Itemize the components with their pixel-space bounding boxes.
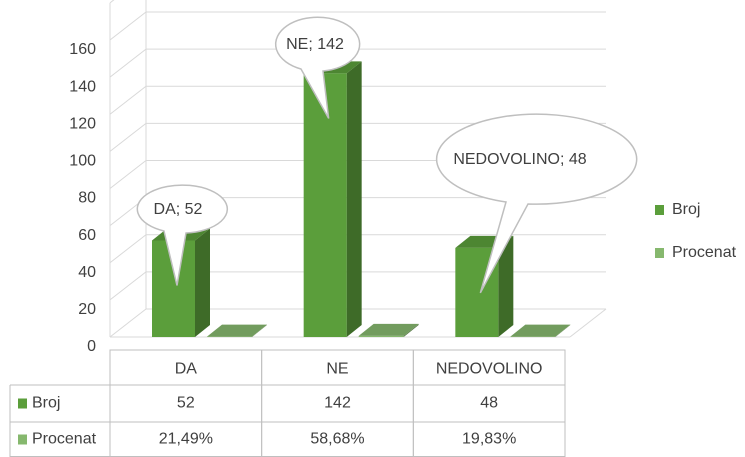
table-legend-key — [18, 434, 27, 445]
bar-top — [358, 323, 419, 336]
bar-top — [510, 324, 571, 337]
grid-line — [109, 48, 606, 78]
table-value: 142 — [324, 395, 351, 412]
grid-line — [109, 234, 606, 264]
bar-side — [498, 235, 514, 337]
callout — [136, 184, 229, 286]
legend-key — [655, 248, 664, 258]
grid-line — [109, 271, 606, 301]
x-tick-label: DA — [175, 361, 198, 378]
floor-edge — [569, 308, 607, 338]
y-tick-label: 20 — [78, 301, 96, 318]
table-row-label: Broj — [32, 395, 60, 412]
table-value: 48 — [480, 395, 498, 412]
bar-side — [346, 61, 362, 337]
legend-label: Procenat — [672, 244, 737, 261]
legend-key — [655, 205, 664, 215]
y-tick-label: 80 — [78, 190, 96, 207]
data-label: NE; 142 — [286, 36, 344, 53]
bar-side — [555, 324, 571, 337]
bar — [510, 324, 571, 337]
y-tick-label: 40 — [78, 264, 96, 281]
grid-line — [109, 308, 606, 338]
y-tick-label: 60 — [78, 227, 96, 244]
legend-label: Broj — [672, 201, 700, 218]
y-tick-label: 160 — [69, 41, 96, 58]
data-label: NEDOVOLINO; 48 — [453, 151, 586, 168]
bar-side — [195, 228, 210, 337]
grid-line — [109, 85, 606, 115]
bar-front — [303, 73, 347, 337]
table-value: 52 — [177, 395, 195, 412]
bar — [303, 61, 362, 337]
bar — [207, 324, 267, 337]
bar — [358, 323, 419, 337]
data-label: DA; 52 — [154, 201, 203, 218]
bar-side — [403, 323, 419, 337]
y-tick-label: 120 — [69, 115, 96, 132]
table-value: 19,83% — [462, 431, 516, 448]
table-value: 21,49% — [159, 431, 213, 448]
table-value: 58,68% — [310, 431, 364, 448]
bar-front — [358, 335, 404, 337]
x-tick-label: NE — [326, 361, 348, 378]
table-row-label: Procenat — [32, 431, 97, 448]
x-tick-label: NEDOVOLINO — [436, 361, 543, 378]
y-tick-label: 140 — [69, 78, 96, 95]
wall-top — [109, 0, 115, 4]
grid-line — [109, 11, 606, 41]
table-legend-key — [18, 398, 27, 409]
callout — [274, 16, 361, 119]
bar-top — [207, 324, 267, 337]
bar-side — [252, 324, 267, 337]
bar — [455, 235, 514, 337]
table-cell — [412, 349, 566, 457]
grid-line — [109, 122, 606, 152]
callout — [435, 113, 638, 294]
y-tick-label: 100 — [69, 153, 96, 170]
y-tick-label: 0 — [87, 338, 96, 355]
